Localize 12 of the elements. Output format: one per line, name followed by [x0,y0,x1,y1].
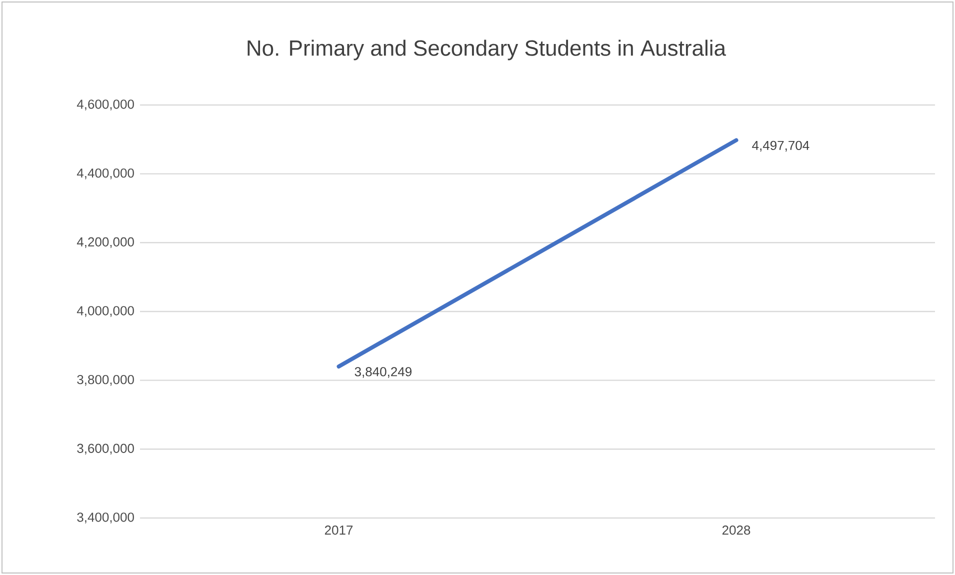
y-tick-label: 3,600,000 [77,444,134,455]
chart-title: No. Primary and Secondary Students in Australia [248,40,726,60]
data-label: 4,497,704 [752,140,810,152]
y-tick-label: 4,200,000 [76,237,134,248]
y-tick-label: 4,400,000 [76,168,134,180]
y-tick-label: 3,800,000 [77,374,134,386]
x-tick-label: 2017 [324,526,353,535]
y-tick-label: 4,000,000 [76,306,134,317]
data-label: 3,840,249 [354,367,412,378]
y-tick-label: 4,600,000 [76,100,134,110]
y-tick-label: 3,400,000 [77,512,134,524]
x-tick-label: 2028 [722,526,750,535]
